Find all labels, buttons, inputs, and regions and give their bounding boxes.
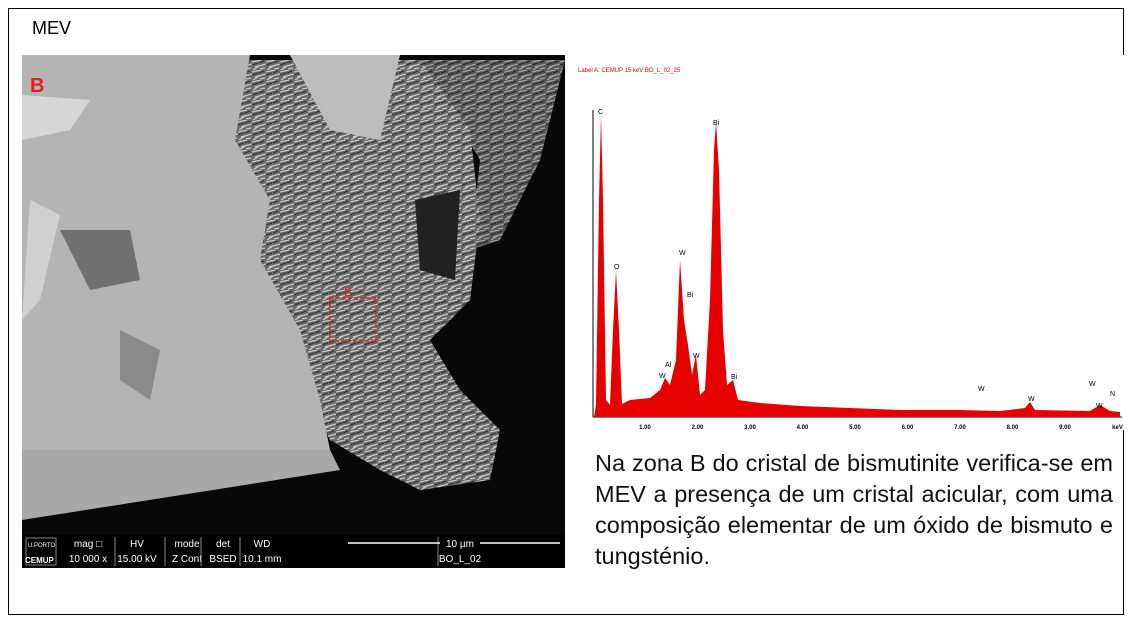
info-header: 10 µm [446,539,474,550]
x-tick-label: 8.00 [1007,425,1019,431]
peak-label: W [1089,381,1096,388]
peak-label: W [978,386,985,393]
sem-image: B B [22,55,565,535]
peak-label: Bi [713,120,720,127]
peak-label: W [679,250,686,257]
logo-top: U.PORTO [28,543,55,549]
peak-label: W [1096,403,1103,410]
box-label: B [344,285,352,299]
info-header: WD [254,539,271,550]
info-header: det [216,539,230,550]
x-tick-label: 1.00 [639,425,651,431]
info-value: 10.1 mm [243,554,282,565]
peak-label: Al [665,362,672,369]
x-tick-label: keV [1112,425,1123,431]
peak-label: Bi [687,292,694,299]
zone-label: B [30,75,44,97]
info-value: Z Cont [172,554,202,565]
peak-label: W [659,373,666,380]
slide-title: MEV [32,18,72,38]
info-value: 10 000 x [69,554,107,565]
info-header: mag □ [74,539,102,550]
x-tick-label: 3.00 [744,425,756,431]
peak-label: N [1110,391,1115,398]
x-tick-label: 5.00 [849,425,861,431]
info-value: BSED [209,554,236,565]
x-tick-label: 6.00 [902,425,914,431]
x-tick-label: 7.00 [954,425,966,431]
caption: Na zona B do cristal de bismutinite veri… [595,450,1113,569]
peak-label: W [693,353,700,360]
sem-info-bar: U.PORTO CEMUP mag □ 10 000 x HV 15.00 kV mod… [22,535,565,568]
peak-label: C [598,109,603,116]
info-header: mode [174,539,199,550]
info-header: HV [130,539,144,550]
logo-bottom: CEMUP [25,556,55,565]
info-value: BO_L_02 [439,554,482,565]
peak-label: O [614,264,620,271]
spectrum-header: Label A: CEMUP 15 keV BO_L_02_25 [578,68,681,74]
info-value: 15.00 kV [117,554,157,565]
peak-label: Bi [731,374,738,381]
x-tick-label: 9.00 [1059,425,1071,431]
x-tick-label: 4.00 [797,425,809,431]
eds-spectrum: Label A: CEMUP 15 keV BO_L_02_25 C O W Bi Bi… [570,55,1125,431]
peak-label: W [1028,396,1035,403]
x-tick-label: 2.00 [692,425,704,431]
